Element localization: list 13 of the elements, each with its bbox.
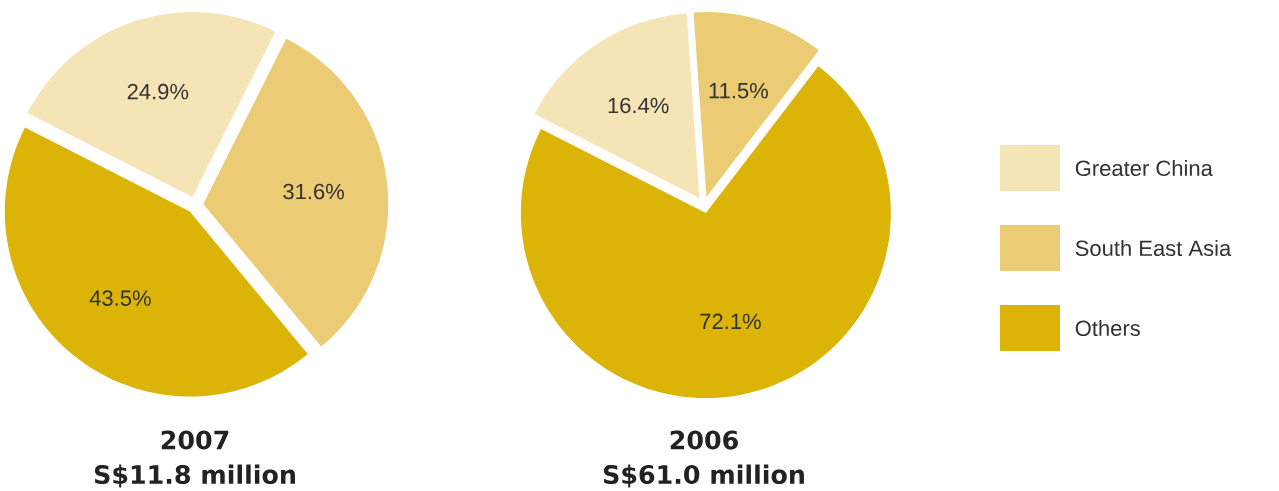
data-label: 72.1% — [700, 313, 761, 330]
text: 2006 — [670, 430, 738, 450]
data-label: 43.5% — [89, 290, 151, 306]
legend-label: Greater China — [1075, 159, 1213, 177]
legend-label: Others — [1075, 319, 1140, 337]
text: S$61.0 million — [603, 464, 804, 488]
data-label: 31.6% — [283, 183, 344, 200]
text: 2007 — [161, 430, 229, 450]
data-label: 16.4% — [608, 97, 669, 114]
text: S$11.8 million — [94, 464, 295, 488]
data-label: 24.9% — [127, 83, 189, 100]
data-label: 11.5% — [709, 82, 768, 99]
legend-label: South East Asia — [1075, 239, 1232, 257]
